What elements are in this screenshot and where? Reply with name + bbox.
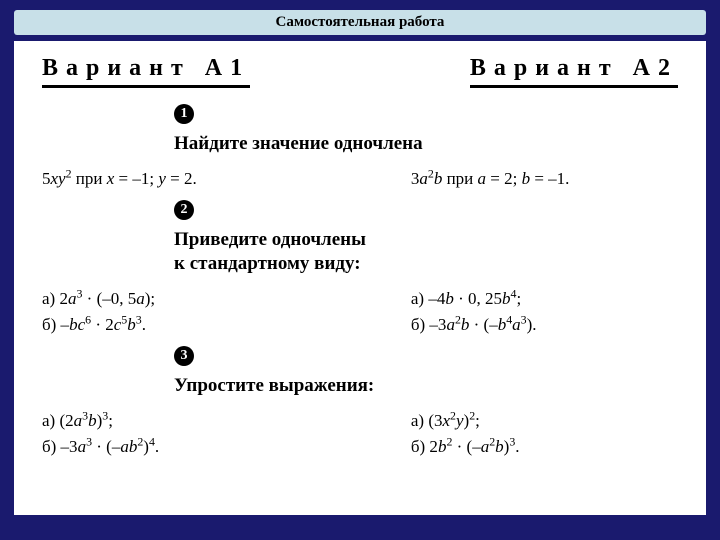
section-3-left: а) (2a3b)3; б) –3a3 · (–ab2)4. — [42, 408, 411, 461]
section-2-right: а) –4b · 0, 25b4; б) –3a2b · (–b4a3). — [411, 286, 678, 339]
worksheet: Вариант А1 Вариант А2 1 Найдите значение… — [14, 41, 706, 515]
section-2-title: Приведите одночленык стандартному виду: — [174, 228, 678, 276]
section-1: 1 Найдите значение одночлена 5xy2 при x … — [42, 104, 678, 192]
section-2: 2 Приведите одночленык стандартному виду… — [42, 200, 678, 338]
variant-a2: Вариант А2 — [470, 55, 678, 88]
section-1-body: 5xy2 при x = –1; y = 2. 3a2b при a = 2; … — [42, 166, 678, 192]
variant-row: Вариант А1 Вариант А2 — [42, 55, 678, 88]
section-1-right: 3a2b при a = 2; b = –1. — [411, 166, 678, 192]
section-3-number: 3 — [174, 346, 194, 366]
section-2-body: а) 2a3 · (–0, 5a); б) –bc6 · 2c5b3. а) –… — [42, 286, 678, 339]
section-3: 3 Упростите выражения: а) (2a3b)3; б) –3… — [42, 346, 678, 460]
section-2-left: а) 2a3 · (–0, 5a); б) –bc6 · 2c5b3. — [42, 286, 411, 339]
page-root: Самостоятельная работа Вариант А1 Вариан… — [0, 0, 720, 540]
section-2-number: 2 — [174, 200, 194, 220]
section-3-right: а) (3x2y)2; б) 2b2 · (–a2b)3. — [411, 408, 678, 461]
section-1-left: 5xy2 при x = –1; y = 2. — [42, 166, 411, 192]
section-1-title: Найдите значение одночлена — [174, 132, 678, 156]
section-3-title: Упростите выражения: — [174, 374, 678, 398]
variant-a1: Вариант А1 — [42, 55, 250, 88]
section-3-body: а) (2a3b)3; б) –3a3 · (–ab2)4. а) (3x2y)… — [42, 408, 678, 461]
section-1-number: 1 — [174, 104, 194, 124]
page-title: Самостоятельная работа — [14, 10, 706, 35]
